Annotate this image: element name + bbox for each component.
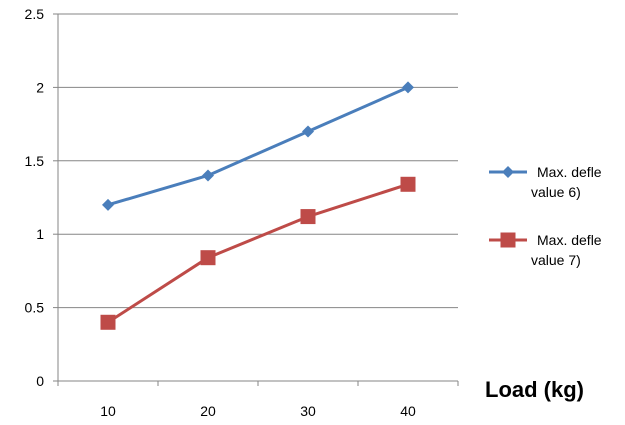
axes — [53, 13, 459, 386]
data-point — [402, 81, 414, 94]
legend-item: Max. defle value 7) — [489, 232, 602, 268]
x-axis-title: Load (kg) — [485, 377, 584, 402]
data-point — [400, 176, 416, 192]
y-tick-label: 1 — [36, 226, 44, 242]
series-group — [100, 81, 416, 330]
y-tick-label: 0.5 — [25, 300, 45, 316]
legend-label: value 6) — [531, 184, 581, 200]
y-tick-label: 0 — [36, 373, 44, 389]
legend-label: Max. defle — [537, 164, 602, 180]
x-tick-label: 40 — [400, 403, 416, 419]
data-point — [100, 314, 116, 330]
legend-label: Max. defle — [537, 232, 602, 248]
data-point — [300, 209, 316, 225]
series-line — [107, 182, 409, 324]
x-tick-label: 10 — [100, 403, 116, 419]
legend-marker — [502, 166, 514, 178]
x-tick-label: 20 — [200, 403, 216, 419]
x-tick-label: 30 — [300, 403, 316, 419]
y-tick-label: 2 — [36, 79, 44, 95]
gridlines — [58, 13, 458, 309]
data-point — [102, 198, 114, 211]
legend: Max. defle value 6) Max. defle value 7) — [489, 164, 602, 268]
legend-item: Max. defle value 6) — [489, 164, 602, 200]
y-tick-label: 2.5 — [25, 6, 45, 22]
y-tick-label: 1.5 — [25, 153, 45, 169]
tick-labels: 0 0.5 1 1.5 2 2.5 10 20 30 40 — [25, 6, 416, 419]
series-line — [107, 86, 409, 207]
data-point — [302, 125, 314, 138]
data-point — [202, 169, 214, 182]
data-point — [200, 250, 216, 266]
series-2 — [100, 176, 416, 330]
legend-label: value 7) — [531, 252, 581, 268]
legend-marker — [500, 232, 516, 248]
series-1 — [102, 81, 414, 211]
